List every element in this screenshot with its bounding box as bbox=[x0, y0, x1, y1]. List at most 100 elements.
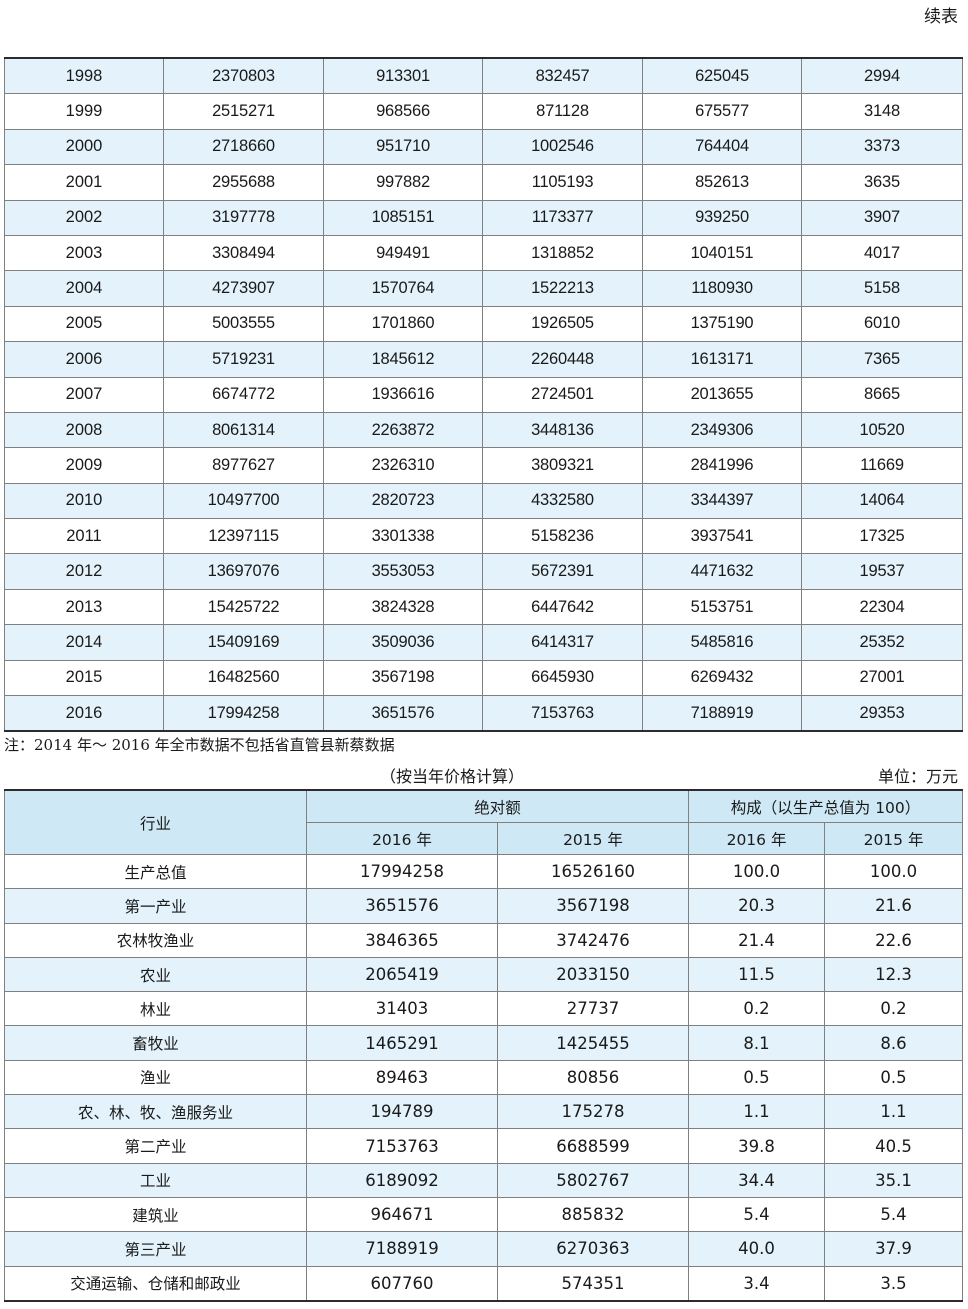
table-cell: 10497700 bbox=[163, 482, 324, 520]
table-cell: 764404 bbox=[642, 128, 802, 166]
table-row: 第一产业 3651576 3567198 20.3 21.6 bbox=[4, 888, 964, 924]
table-cell: 0.5 bbox=[824, 1059, 964, 1096]
table-cell: 17325 bbox=[801, 518, 963, 555]
table-cell: 3509036 bbox=[323, 624, 483, 661]
table-cell: 3824328 bbox=[323, 588, 483, 626]
table-cell: 39.8 bbox=[688, 1128, 826, 1164]
table-row: 2003 3308494 949491 1318852 1040151 4017 bbox=[4, 234, 963, 272]
table-cell: 2718660 bbox=[163, 128, 324, 166]
table-cell: 40.5 bbox=[824, 1128, 964, 1164]
table-row: 工业 6189092 5802767 34.4 35.1 bbox=[4, 1162, 964, 1198]
table-row: 建筑业 964671 885832 5.4 5.4 bbox=[4, 1196, 964, 1233]
header-industry: 行业 bbox=[4, 789, 307, 855]
table-cell: 6645930 bbox=[482, 659, 643, 697]
table-cell: 1180930 bbox=[642, 270, 802, 307]
table-cell: 0.5 bbox=[688, 1059, 826, 1096]
header-composition-2016: 2016 年 bbox=[688, 822, 826, 855]
table-cell: 3567198 bbox=[323, 659, 483, 697]
industry-table-body: 生产总值 17994258 16526160 100.0 100.0 第一产业 365157… bbox=[4, 853, 964, 1302]
table-cell: 949491 bbox=[323, 234, 483, 272]
annual-data-body: 1998 2370803 913301 832457 625045 2994 1999 251… bbox=[4, 57, 963, 732]
table-cell: 1173377 bbox=[482, 199, 643, 236]
table-cell: 5158 bbox=[801, 270, 963, 307]
table-cell: 29353 bbox=[801, 695, 963, 732]
table-cell: 913301 bbox=[323, 57, 483, 95]
table-cell: 7153763 bbox=[482, 695, 643, 732]
table-cell: 12.3 bbox=[824, 956, 964, 993]
table-cell: 34.4 bbox=[688, 1162, 826, 1198]
table-row: 2004 4273907 1570764 1522213 1180930 5158 bbox=[4, 270, 963, 307]
table-cell: 6674772 bbox=[163, 376, 324, 413]
table-cell: 5719231 bbox=[163, 341, 324, 378]
table-cell: 2001 bbox=[4, 164, 164, 201]
table-row: 2005 5003555 1701860 1926505 1375190 6010 bbox=[4, 305, 963, 343]
table-cell: 3553053 bbox=[323, 553, 483, 590]
table-cell: 1998 bbox=[4, 57, 164, 95]
table-cell: 工业 bbox=[4, 1162, 307, 1198]
table-row: 2001 2955688 997882 1105193 852613 3635 bbox=[4, 164, 963, 201]
table-row: 2011 12397115 3301338 5158236 3937541 17325 bbox=[4, 518, 963, 555]
header-composition: 构成（以生产总值为 100） bbox=[688, 789, 964, 823]
header-composition-2015: 2015 年 bbox=[824, 822, 964, 855]
header-absolute-2015: 2015 年 bbox=[496, 822, 690, 855]
table-cell: 3301338 bbox=[323, 518, 483, 555]
table-cell: 194789 bbox=[306, 1094, 498, 1130]
table-cell: 997882 bbox=[323, 164, 483, 201]
table-cell: 6270363 bbox=[496, 1231, 690, 1267]
table-cell: 3308494 bbox=[163, 234, 324, 272]
table-cell: 0.2 bbox=[824, 991, 964, 1027]
table-cell: 2841996 bbox=[642, 447, 802, 484]
table-cell: 6010 bbox=[801, 305, 963, 343]
table-cell: 2007 bbox=[4, 376, 164, 413]
table-cell: 2515271 bbox=[163, 93, 324, 130]
header-absolute-2016: 2016 年 bbox=[306, 822, 498, 855]
table-cell: 2015 bbox=[4, 659, 164, 697]
table-cell: 21.6 bbox=[824, 888, 964, 924]
table-cell: 1.1 bbox=[824, 1094, 964, 1130]
table-cell: 3651576 bbox=[306, 888, 498, 924]
table-row: 2007 6674772 1936616 2724501 2013655 8665 bbox=[4, 376, 963, 413]
table-cell: 17994258 bbox=[163, 695, 324, 732]
table-row: 2000 2718660 951710 1002546 764404 3373 bbox=[4, 128, 963, 166]
table-row: 2012 13697076 3553053 5672391 4471632 19537 bbox=[4, 553, 963, 590]
table-cell: 1002546 bbox=[482, 128, 643, 166]
table-cell: 13697076 bbox=[163, 553, 324, 590]
table-cell: 2002 bbox=[4, 199, 164, 236]
industry-table-header: 行业 绝对额 构成（以生产总值为 100） 2016 年 2015 年 2016… bbox=[4, 789, 964, 855]
table-row: 第三产业 7188919 6270363 40.0 37.9 bbox=[4, 1231, 964, 1267]
table-cell: 8977627 bbox=[163, 447, 324, 484]
table-cell: 4471632 bbox=[642, 553, 802, 590]
table-cell: 1936616 bbox=[323, 376, 483, 413]
table-cell: 2820723 bbox=[323, 482, 483, 520]
table-cell: 第二产业 bbox=[4, 1128, 307, 1164]
table-row: 1999 2515271 968566 871128 675577 3148 bbox=[4, 93, 963, 130]
table-cell: 2006 bbox=[4, 341, 164, 378]
table-cell: 2000 bbox=[4, 128, 164, 166]
table-cell: 11669 bbox=[801, 447, 963, 484]
table-cell: 832457 bbox=[482, 57, 643, 95]
table-cell: 3937541 bbox=[642, 518, 802, 555]
table-cell: 渔业 bbox=[4, 1059, 307, 1096]
table-cell: 1701860 bbox=[323, 305, 483, 343]
table-row: 农、林、牧、渔服务业 194789 175278 1.1 1.1 bbox=[4, 1094, 964, 1130]
table-cell: 2009 bbox=[4, 447, 164, 484]
table-cell: 1465291 bbox=[306, 1025, 498, 1061]
table-row: 林业 31403 27737 0.2 0.2 bbox=[4, 991, 964, 1027]
table-row: 2008 8061314 2263872 3448136 2349306 10520 bbox=[4, 411, 963, 449]
table-cell: 1085151 bbox=[323, 199, 483, 236]
table-cell: 第一产业 bbox=[4, 888, 307, 924]
table-cell: 3907 bbox=[801, 199, 963, 236]
table-cell: 1522213 bbox=[482, 270, 643, 307]
table-row: 2013 15425722 3824328 6447642 5153751 22304 bbox=[4, 588, 963, 626]
table-cell: 2994 bbox=[801, 57, 963, 95]
table-row: 2014 15409169 3509036 6414317 5485816 25352 bbox=[4, 624, 963, 661]
table-cell: 2955688 bbox=[163, 164, 324, 201]
header-absolute: 绝对额 bbox=[305, 789, 690, 823]
table-cell: 16482560 bbox=[163, 659, 324, 697]
table-row: 2002 3197778 1085151 1173377 939250 3907 bbox=[4, 199, 963, 236]
table-cell: 2013655 bbox=[642, 376, 802, 413]
table-cell: 1.1 bbox=[688, 1094, 826, 1130]
table-cell: 2012 bbox=[4, 553, 164, 590]
table-cell: 2065419 bbox=[306, 956, 498, 993]
table-cell: 2263872 bbox=[323, 411, 483, 449]
